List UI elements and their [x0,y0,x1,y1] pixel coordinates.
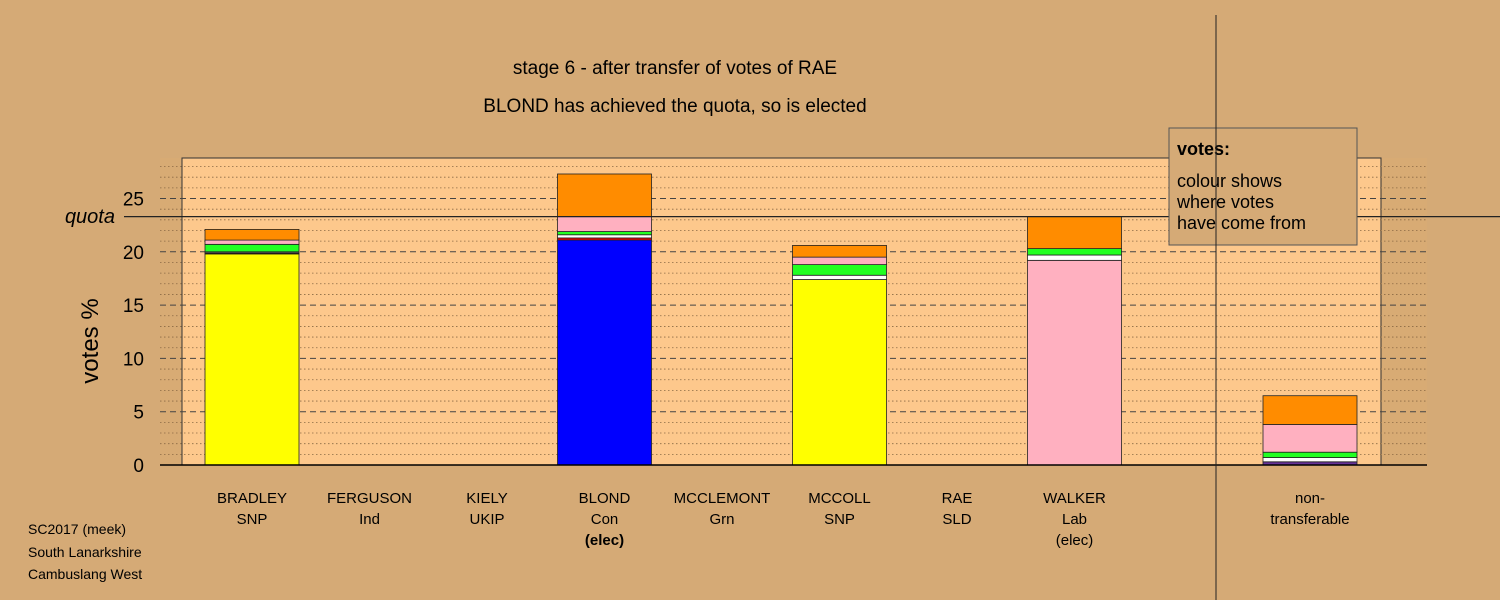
candidate-party-bradley: SNP [237,511,268,528]
bar-blond-segment [557,216,652,232]
footer-line-1: SC2017 (meek) [28,521,127,537]
bar-bradley-segment [204,229,300,241]
bar-mccoll-segment [792,274,887,280]
candidate-name-ferguson: FERGUSON [327,490,412,507]
bar-non-transferable-segment [1262,424,1358,453]
legend: votes: colour shows where votes have com… [1168,127,1358,246]
bar-non-transferable-segment [1262,457,1358,463]
candidate-name-bradley: BRADLEY [217,490,287,507]
candidate-status-blond: (elec) [585,532,624,549]
bar-walker-segment [1027,248,1122,256]
y-tick-label: 15 [123,296,144,317]
bar-bradley-segment [204,243,300,253]
bar-mccoll-segment [792,245,887,258]
y-tick-label: 10 [123,349,144,370]
legend-title: votes: [1177,139,1230,159]
bar-mccoll-segment [792,256,887,265]
category-labels: BRADLEY SNP FERGUSON Ind KIELY UKIP BLOND Con (e… [217,490,1350,549]
bar-blond-segment [557,239,652,466]
chart-title: stage 6 - after transfer of votes of RAE [513,58,837,79]
bar-bradley-segment [204,253,300,466]
bar-mccoll-segment [792,279,887,466]
candidate-party-mccoll: SNP [824,511,855,528]
legend-line-2: where votes [1176,192,1274,212]
bars [204,173,1358,466]
bar-blond-segment [557,173,652,218]
legend-box [1168,127,1358,246]
candidate-party-rae: SLD [942,511,971,528]
candidate-name-blond: BLOND [579,490,631,507]
bar-bradley-segment [204,239,300,245]
quota-label: quota [65,206,115,228]
candidate-party-walker: Lab [1062,511,1087,528]
candidate-name-rae: RAE [942,490,973,507]
non-transferable-label: non- [1295,490,1325,507]
bar-non-transferable-segment [1262,395,1358,425]
non-transferable-label: transferable [1270,511,1349,528]
y-axis-label: votes % [77,298,104,383]
candidate-party-kiely: UKIP [469,511,504,528]
candidate-party-mcclemont: Grn [709,511,734,528]
footer-line-2: South Lanarkshire [28,544,142,560]
candidate-party-ferguson: Ind [359,511,380,528]
bar-non-transferable-segment [1262,451,1358,458]
bar-walker-segment [1027,259,1122,466]
candidate-name-mcclemont: MCCLEMONT [674,490,771,507]
y-tick-label: 20 [123,243,144,264]
chart-subtitle: BLOND has achieved the quota, so is elec… [483,96,866,117]
y-tick-label: 5 [133,403,144,424]
candidate-party-blond: Con [591,511,619,528]
y-tick-label: 0 [133,456,144,477]
candidate-name-walker: WALKER [1043,490,1106,507]
candidate-status-walker: (elec) [1056,532,1094,549]
bar-walker-segment [1027,216,1122,250]
candidate-name-mccoll: MCCOLL [808,490,871,507]
legend-line-1: colour shows [1177,171,1282,191]
candidate-name-kiely: KIELY [466,490,507,507]
bar-blond-segment [557,234,652,239]
y-tick-label: 25 [123,190,144,211]
legend-line-3: have come from [1177,213,1306,233]
footer-line-3: Cambuslang West [28,566,143,582]
bar-mccoll-segment [792,264,887,276]
bar-blond-segment [557,231,652,236]
bar-walker-segment [1027,254,1122,261]
